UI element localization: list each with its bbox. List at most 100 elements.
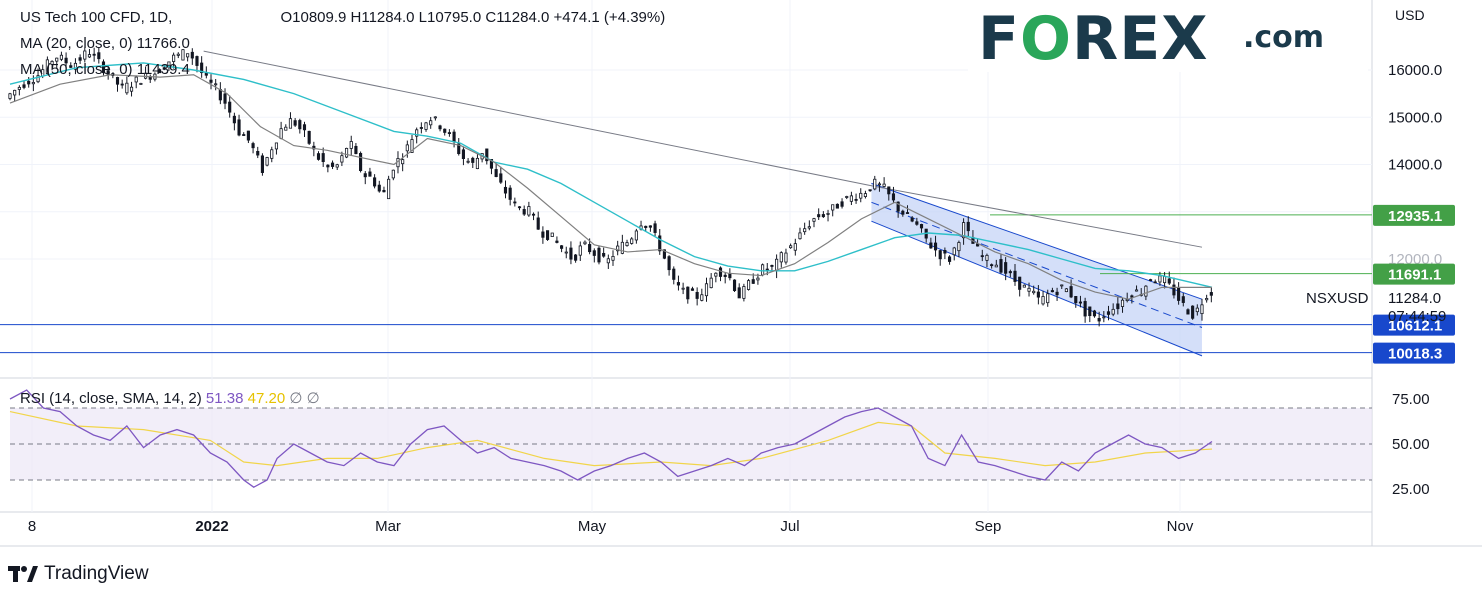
candle-up bbox=[784, 252, 788, 263]
candle-up bbox=[742, 286, 746, 299]
candle-up bbox=[1060, 284, 1064, 287]
candle-up bbox=[387, 178, 391, 200]
candle-down bbox=[672, 268, 676, 280]
candle-down bbox=[569, 247, 573, 260]
candle-up bbox=[424, 122, 428, 130]
candle-up bbox=[1022, 284, 1026, 288]
candle-up bbox=[340, 155, 344, 163]
candle-down bbox=[966, 221, 970, 232]
candle-down bbox=[690, 288, 695, 291]
candle-up bbox=[13, 89, 17, 96]
candle-down bbox=[854, 198, 858, 201]
ma20-legend: MA (20, close, 0) 11766.0 bbox=[20, 35, 190, 52]
candle-up bbox=[349, 141, 353, 149]
candle-down bbox=[531, 213, 536, 216]
candle-up bbox=[863, 193, 867, 197]
candle-down bbox=[947, 256, 952, 262]
candle-up bbox=[957, 242, 961, 252]
time-tick-label: Nov bbox=[1167, 518, 1194, 535]
candle-down bbox=[307, 130, 311, 144]
candle-up bbox=[1046, 293, 1050, 304]
candle-down bbox=[260, 155, 264, 173]
logo-wordmark: FOREX bbox=[978, 4, 1208, 74]
candle-down bbox=[1004, 262, 1008, 274]
candle-up bbox=[1158, 275, 1162, 283]
candle-up bbox=[391, 169, 395, 179]
rsi-sma-line bbox=[9, 411, 1213, 467]
candle-up bbox=[172, 54, 176, 62]
candle-up bbox=[882, 183, 886, 187]
symbol-label: US Tech 100 CFD, 1D, bbox=[20, 9, 173, 26]
candle-up bbox=[625, 242, 629, 247]
candle-down bbox=[602, 252, 606, 257]
candle-up bbox=[129, 86, 134, 92]
candle-down bbox=[419, 127, 423, 129]
candle-up bbox=[849, 195, 853, 202]
candle-down bbox=[821, 214, 825, 218]
candle-up bbox=[288, 118, 293, 129]
candle-up bbox=[1195, 307, 1199, 313]
candle-up bbox=[952, 247, 956, 256]
price-tag-10612: 10612.1 bbox=[1388, 318, 1442, 335]
rsi-sma-value: 47.20 bbox=[247, 390, 286, 407]
candle-up bbox=[756, 277, 760, 281]
candle-up bbox=[831, 204, 835, 211]
candle-up bbox=[270, 149, 274, 159]
candle-up bbox=[176, 53, 180, 56]
candle-down bbox=[1018, 276, 1022, 290]
time-tick-label: 8 bbox=[28, 518, 36, 535]
candle-down bbox=[447, 132, 451, 134]
candle-down bbox=[232, 115, 236, 124]
price-tag-11691-bg bbox=[1373, 263, 1455, 285]
candle-up bbox=[845, 196, 849, 198]
tradingview-brand[interactable]: TradingView bbox=[8, 563, 149, 585]
candle-up bbox=[761, 264, 765, 276]
candle-down bbox=[770, 264, 774, 267]
candle-down bbox=[499, 173, 503, 183]
candle-down bbox=[588, 244, 592, 253]
tradingview-logo-icon bbox=[8, 566, 38, 582]
candle-up bbox=[826, 212, 830, 215]
candle-up bbox=[50, 60, 54, 65]
candle-down bbox=[106, 70, 110, 75]
candle-down bbox=[522, 209, 526, 215]
candle-down bbox=[209, 79, 213, 83]
symbol-legend: US Tech 100 CFD, 1D, O10809.9 H11284.0 L… bbox=[20, 9, 669, 26]
candle-down bbox=[676, 282, 681, 286]
candle-up bbox=[17, 86, 21, 90]
candle-down bbox=[929, 242, 933, 249]
logo-letter-o: O bbox=[1020, 4, 1073, 74]
rsi-band bbox=[10, 408, 1372, 480]
candle-down bbox=[1092, 310, 1097, 317]
candle-down bbox=[723, 274, 727, 277]
candle-up bbox=[265, 157, 269, 166]
logo-com: .com bbox=[1243, 20, 1325, 55]
candle-up bbox=[1027, 287, 1031, 292]
candle-up bbox=[167, 61, 171, 66]
tradingview-label: TradingView bbox=[44, 563, 149, 584]
time-tick-label: Sep bbox=[975, 518, 1002, 535]
candle-down bbox=[891, 193, 896, 201]
candle-down bbox=[461, 149, 465, 159]
candle-up bbox=[55, 57, 59, 62]
long-trendline bbox=[203, 50, 1203, 248]
candle-up bbox=[475, 157, 480, 170]
candle-down bbox=[326, 164, 330, 168]
candle-up bbox=[401, 159, 405, 165]
candle-down bbox=[1172, 284, 1176, 296]
candle-up bbox=[31, 82, 35, 85]
candle-up bbox=[962, 222, 966, 239]
candle-up bbox=[1120, 299, 1125, 307]
price-tag-12935: 12935.1 bbox=[1388, 208, 1442, 225]
candle-down bbox=[1191, 305, 1195, 319]
candle-up bbox=[793, 243, 797, 251]
candle-down bbox=[1181, 296, 1185, 303]
candle-down bbox=[1106, 311, 1111, 315]
logo-letters-rex: REX bbox=[1072, 4, 1209, 74]
candle-down bbox=[517, 206, 522, 209]
candle-down bbox=[354, 145, 358, 155]
candle-up bbox=[8, 93, 12, 99]
candle-up bbox=[775, 258, 779, 272]
candle-up bbox=[564, 251, 568, 254]
